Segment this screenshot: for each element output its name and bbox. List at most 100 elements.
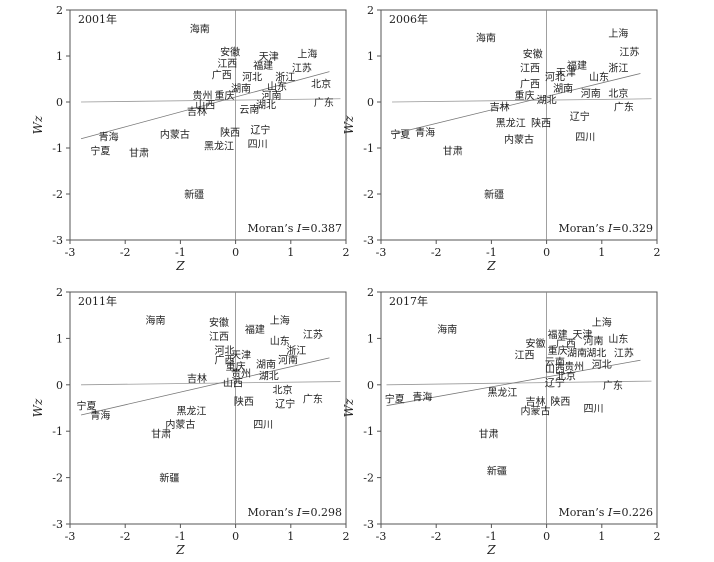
province-label: 江西 (217, 58, 237, 70)
province-label: 新疆 (487, 465, 507, 478)
province-label: 河北 (215, 345, 235, 357)
province-label: 山西 (545, 364, 565, 376)
province-label: 北京 (273, 383, 293, 396)
province-label: 陕西 (234, 395, 254, 408)
province-label: 贵州 (564, 360, 584, 373)
moran-prefix: Moran’s (558, 222, 607, 235)
y-tick-label: -3 (52, 518, 63, 531)
y-tick-label: -2 (52, 188, 63, 201)
x-tick-label: -2 (431, 530, 442, 543)
moran-value: =0.298 (301, 506, 342, 519)
moran-value: =0.387 (301, 222, 342, 235)
province-label: 海南 (190, 22, 210, 35)
province-label: 辽宁 (570, 110, 590, 123)
province-label: 黑龙江 (496, 117, 526, 130)
moran-annotation: Moran’s I=0.298 (247, 506, 342, 519)
x-tick-label: 2 (343, 246, 350, 259)
province-label: 浙江 (275, 72, 295, 84)
y-axis-label: Wz (342, 398, 356, 417)
x-tick-label: -3 (65, 246, 76, 259)
y-tick-label: 1 (367, 50, 374, 63)
province-label: 江苏 (292, 62, 312, 75)
province-label: 湖北 (586, 347, 606, 359)
province-label: 云南 (545, 356, 565, 369)
trend-line (80, 71, 330, 140)
reference-line (81, 98, 341, 103)
x-axis-label: Z (486, 259, 496, 273)
panel-2011: -3 -2 -1 0 1 2 -3 -2 -1 0 1 2 Z Wz 2011年 Moran’s I=0.29… (31, 286, 350, 557)
y-tick-label: -1 (363, 142, 374, 155)
province-label: 山东 (589, 71, 609, 84)
x-tick-label: 0 (543, 246, 550, 259)
y-tick-label: 0 (56, 379, 63, 392)
moran-variable: I (607, 506, 613, 519)
province-label: 重庆 (515, 89, 535, 102)
province-label: 新疆 (484, 188, 504, 201)
panel-2006: -3 -2 -1 0 1 2 -3 -2 -1 0 1 2 Z Wz 2006年 Moran’s I=0.32… (342, 4, 661, 273)
moran-variable: I (296, 506, 302, 519)
province-label: 四川 (584, 404, 604, 415)
moran-variable: I (296, 222, 302, 235)
x-tick-label: 1 (598, 246, 605, 259)
province-label: 云南 (239, 103, 259, 116)
province-label: 北京 (608, 87, 628, 100)
province-label: 内蒙古 (160, 128, 190, 141)
province-label: 山东 (608, 332, 628, 345)
reference-line (386, 380, 652, 386)
province-label: 四川 (575, 133, 595, 144)
x-axis-label: Z (486, 543, 496, 557)
plot-frame (69, 9, 347, 241)
y-tick-label: 0 (367, 96, 374, 109)
province-label: 安徽 (220, 45, 240, 58)
province-label: 山西 (195, 99, 215, 111)
moran-variable: I (607, 222, 613, 235)
province-label: 天津 (231, 350, 251, 362)
y-tick-label: -2 (52, 472, 63, 485)
province-label: 贵州 (231, 367, 251, 380)
province-label: 福建 (253, 59, 273, 72)
y-tick-label: -3 (363, 518, 374, 531)
province-label: 江西 (520, 63, 540, 75)
province-label: 安徽 (209, 316, 229, 329)
province-label: 海南 (146, 314, 166, 327)
province-label: 天津 (572, 329, 592, 341)
province-label: 河南 (278, 353, 298, 366)
y-axis-label: Wz (31, 398, 45, 417)
province-label: 宁夏 (385, 393, 405, 406)
x-tick-label: -1 (486, 246, 497, 259)
year-label: 2001年 (78, 12, 117, 26)
province-label: 山东 (267, 80, 287, 93)
province-label: 重庆 (226, 360, 246, 373)
province-label: 新疆 (184, 188, 204, 201)
province-label: 浙江 (286, 345, 306, 357)
reference-line (392, 98, 652, 103)
province-label: 广西 (520, 79, 540, 91)
province-label: 广东 (314, 96, 334, 109)
moran-prefix: Moran’s (247, 506, 296, 519)
plot-frame (380, 9, 658, 241)
x-tick-label: -3 (376, 246, 387, 259)
province-label: 北京 (556, 370, 576, 383)
province-label: 湖南 (231, 82, 251, 95)
province-label: 天津 (556, 67, 576, 79)
x-tick-label: -1 (175, 246, 186, 259)
province-label: 广东 (614, 101, 634, 114)
province-label: 甘肃 (129, 147, 149, 160)
province-label: 黑龙江 (487, 386, 517, 399)
province-label: 河南 (261, 89, 281, 102)
trend-line (386, 359, 641, 407)
province-label: 江苏 (614, 346, 634, 359)
x-tick-label: -3 (376, 530, 387, 543)
x-tick-label: -1 (175, 530, 186, 543)
y-tick-label: 1 (367, 332, 374, 345)
x-tick-label: 1 (598, 530, 605, 543)
province-label: 河南 (581, 87, 601, 100)
province-label: 青海 (415, 126, 435, 139)
province-label: 内蒙古 (165, 418, 195, 431)
province-label: 福建 (567, 59, 587, 72)
province-label: 黑龙江 (176, 404, 206, 417)
province-label: 江西 (515, 350, 535, 362)
province-label: 辽宁 (275, 397, 295, 410)
x-tick-label: 1 (287, 246, 294, 259)
province-label: 吉林 (187, 105, 207, 118)
